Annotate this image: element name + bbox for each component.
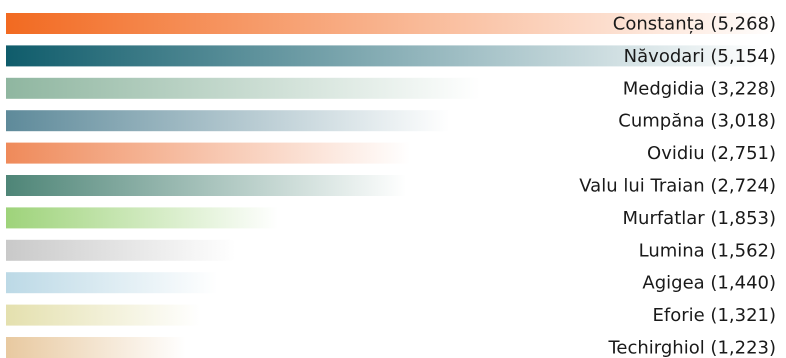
bar-label: Ovidiu (2,751): [647, 143, 776, 164]
bar-label: Năvodari (5,154): [624, 46, 776, 67]
bar-n-vodari: [6, 45, 780, 67]
bar-label: Agigea (1,440): [642, 273, 776, 294]
bar-label: Lumina (1,562): [639, 240, 776, 261]
bar-label: Medgidia (3,228): [623, 78, 776, 99]
bar-label: Cumpăna (3,018): [618, 111, 776, 132]
bar-label: Valu lui Traian (2,724): [579, 176, 776, 197]
bar-valu-lui-traian: [6, 175, 780, 196]
bar-label: Techirghiol (1,223): [607, 338, 776, 358]
bar-labels: Constanța (5,268) Năvodari (5,154) Medgidi…: [579, 14, 776, 358]
bar-label: Constanța (5,268): [613, 14, 776, 35]
bar-constan-a: [6, 13, 780, 34]
bars: [6, 13, 780, 358]
bar-label: Eforie (1,321): [653, 305, 777, 326]
bar-label: Murfatlar (1,853): [623, 208, 777, 229]
bar-murfatlar: [6, 207, 780, 229]
bar-techirghiol: [6, 337, 780, 358]
bar-medgidia: [6, 77, 780, 99]
bar-lumina: [6, 239, 780, 261]
bar-eforie: [6, 304, 780, 326]
bar-ovidiu: [6, 142, 780, 164]
bar-agigea: [6, 272, 780, 294]
bar-cump-na: [6, 110, 780, 132]
